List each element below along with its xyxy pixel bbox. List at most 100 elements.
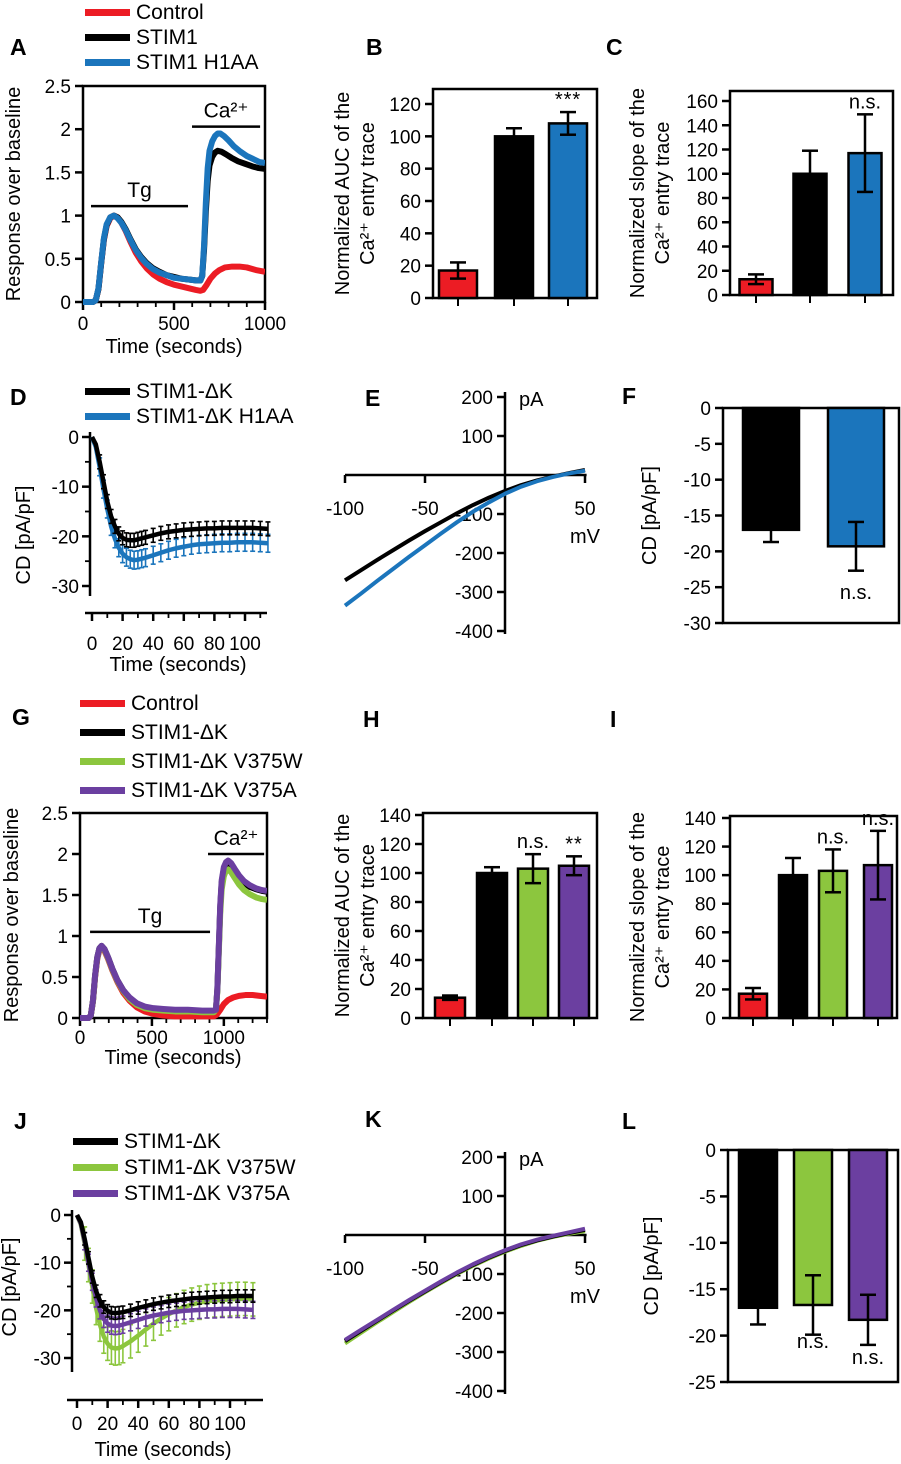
- x-tick-label: 80: [204, 634, 225, 655]
- legend-item: STIM1-ΔK H1AA: [85, 404, 294, 429]
- y-tick-label: 120: [686, 141, 718, 162]
- y-axis-title: CD [pA/pF]: [13, 486, 35, 585]
- x-tick-label: 100: [214, 1414, 246, 1435]
- panel-label-d: D: [10, 384, 27, 410]
- legend-item: STIM1-ΔK: [85, 379, 294, 404]
- y-tick-label: 0.5: [42, 968, 68, 989]
- legend-label: Control: [131, 692, 199, 715]
- y-tick-label: -200: [455, 544, 493, 565]
- y-tick-label: 0: [60, 293, 71, 314]
- y-tick-label: 2.5: [45, 77, 71, 98]
- legend-label: STIM1 H1AA: [136, 51, 259, 74]
- y-tick-label: 80: [695, 895, 716, 916]
- significance-label: n.s.: [840, 582, 872, 604]
- x-tick-label: -50: [411, 499, 438, 520]
- x-tick-label: 500: [158, 314, 190, 335]
- legend-panel-g: Control STIM1-ΔK STIM1-ΔK V375W STIM1-ΔK V3…: [80, 689, 303, 805]
- bar-STIM1: [493, 135, 535, 300]
- legend-item: STIM1-ΔK V375A: [80, 776, 303, 805]
- legend-label: STIM1-ΔK V375A: [131, 779, 297, 802]
- y-tick-label: 20: [695, 980, 716, 1001]
- panel-label-h: H: [363, 706, 380, 732]
- x-tick-label: 20: [112, 634, 133, 655]
- y-tick-label: -15: [684, 507, 711, 528]
- x-tick-label: 0: [75, 1028, 86, 1049]
- y-tick-label: -5: [694, 435, 711, 456]
- y-tick-label: 140: [684, 809, 716, 830]
- panel-label-e: E: [365, 385, 381, 411]
- panel-l-plot: 0 -5 -10 -15 -20 -25 CD [pA/pF] n.s. n.s.: [641, 1141, 900, 1394]
- legend-item: Control: [85, 0, 259, 25]
- x-tick-label: 50: [574, 499, 595, 520]
- significance-label: n.s.: [517, 831, 549, 853]
- y-tick-label: 60: [695, 923, 716, 944]
- bar-STIM1-ΔK: [741, 406, 801, 532]
- y-tick-label: 200: [461, 388, 493, 409]
- y-tick-label: 140: [686, 116, 718, 137]
- trace-STIM1-ΔK: [75, 1213, 253, 1316]
- plot-frame: [421, 811, 599, 1020]
- legend-swatch-icon: [80, 787, 125, 794]
- y-tick-label: 160: [686, 92, 718, 113]
- significance-label: n.s.: [817, 826, 849, 848]
- y-tick-label: -100: [455, 505, 493, 526]
- legend-label: STIM1-ΔK H1AA: [136, 405, 294, 428]
- y-tick-label: 120: [389, 95, 421, 116]
- panel-b-plot: 0 20 40 60 80 100 120 Normalized AUC of the Ca²⁺…: [332, 87, 599, 310]
- significance-label: ***: [555, 89, 581, 111]
- y-tick-label: -300: [455, 583, 493, 604]
- y-tick-label: -10: [52, 478, 79, 499]
- bar-STIM1-ΔK V375W: [516, 867, 550, 1020]
- panel-label-k: K: [365, 1106, 382, 1132]
- y-tick-label: 100: [686, 165, 718, 186]
- x-tick-label: 50: [574, 1259, 595, 1280]
- legend-swatch-icon: [85, 9, 130, 16]
- trace-Control: [83, 212, 265, 305]
- trace-STIM1-ΔK: [89, 435, 269, 543]
- panel-j-plot: 0 -10 -20 -30 0 20 40 60 80 100 Time (seconds) CD […: [0, 1206, 263, 1461]
- y-axis-title: Ca²⁺ entry trace: [652, 122, 674, 265]
- y-tick-label: -30: [684, 614, 711, 635]
- y-axis-title: CD [pA/pF]: [0, 1238, 21, 1337]
- y-tick-label: 0: [400, 1009, 411, 1030]
- bar-STIM1-ΔK: [475, 871, 509, 1020]
- y-tick-label: -5: [699, 1187, 716, 1208]
- x-axis-title: Time (seconds): [94, 1439, 231, 1461]
- legend-panel-d: STIM1-ΔK STIM1-ΔK H1AA: [85, 379, 294, 429]
- x-tick-label: -100: [326, 1259, 364, 1280]
- plot-frame: [728, 814, 899, 1020]
- legend-label: STIM1: [136, 26, 198, 49]
- x-axis-title: Time (seconds): [104, 1047, 241, 1069]
- trace-STIM1-ΔK V375A: [343, 1226, 586, 1342]
- significance-label: n.s.: [852, 1347, 884, 1369]
- panel-c-plot: 0 20 40 60 80 100 120 140 160 Normalized slope of…: [627, 88, 895, 307]
- bar-STIM1-ΔK H1AA: [826, 406, 886, 548]
- y-axis-title: Ca²⁺ entry trace: [652, 846, 674, 989]
- y-unit-label: pA: [519, 1149, 544, 1171]
- y-tick-label: -100: [455, 1265, 493, 1286]
- y-tick-label: 60: [390, 922, 411, 943]
- legend-item: STIM1-ΔK: [80, 718, 303, 747]
- bar-STIM1-ΔK: [777, 873, 809, 1020]
- trace-STIM1 H1AA: [83, 130, 265, 305]
- legend-item: STIM1-ΔK: [73, 1128, 296, 1154]
- y-tick-label: 0: [410, 289, 421, 310]
- legend-swatch-icon: [85, 59, 130, 66]
- significance-label: n.s.: [862, 808, 894, 830]
- y-axis-title: Ca²⁺ entry trace: [357, 122, 379, 265]
- y-tick-label: 100: [379, 864, 411, 885]
- y-tick-label: 120: [684, 838, 716, 859]
- y-tick-label: 20: [697, 262, 718, 283]
- y-tick-label: 60: [400, 192, 421, 213]
- panel-label-b: B: [366, 34, 383, 60]
- legend-label: STIM1-ΔK V375W: [124, 1155, 296, 1179]
- x-axis-title: Time (seconds): [105, 336, 242, 358]
- y-tick-label: 80: [697, 189, 718, 210]
- y-tick-label: 200: [461, 1148, 493, 1169]
- y-tick-label: -10: [689, 1234, 716, 1255]
- y-tick-label: 0: [700, 399, 711, 420]
- y-tick-label: 80: [390, 893, 411, 914]
- y-tick-label: 0: [705, 1009, 716, 1030]
